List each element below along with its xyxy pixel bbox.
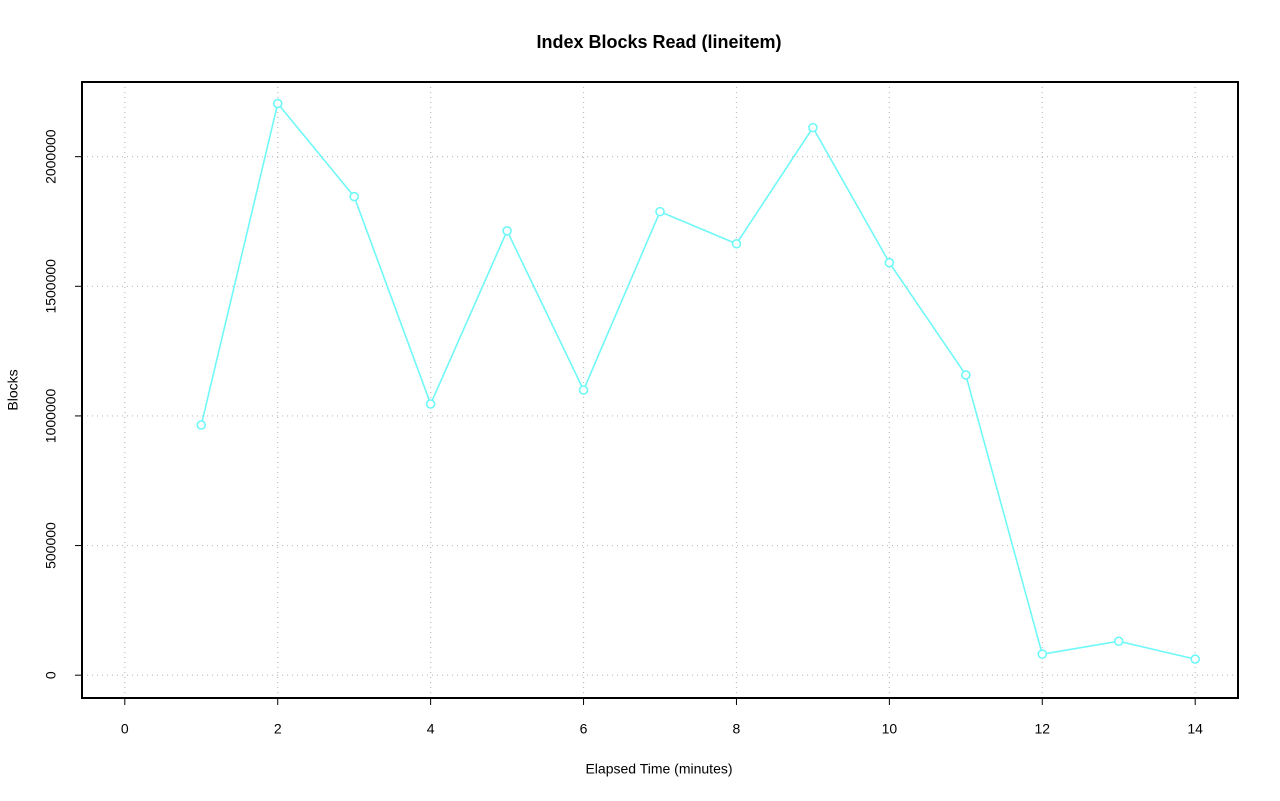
chart-title: Index Blocks Read (lineitem) bbox=[536, 32, 781, 52]
data-point bbox=[272, 98, 283, 109]
x-tick-label: 10 bbox=[882, 721, 898, 737]
y-tick-label: 0 bbox=[43, 671, 59, 679]
x-axis-label: Elapsed Time (minutes) bbox=[585, 761, 732, 777]
y-tick-label: 500000 bbox=[43, 522, 59, 569]
data-point bbox=[502, 226, 512, 236]
x-tick-label: 0 bbox=[121, 721, 129, 737]
y-tick-label: 1000000 bbox=[43, 388, 59, 443]
x-tick-label: 8 bbox=[733, 721, 741, 737]
data-point bbox=[1113, 636, 1124, 647]
x-tick-label: 14 bbox=[1187, 721, 1203, 737]
y-tick-label: 1500000 bbox=[43, 259, 59, 314]
x-tick-label: 2 bbox=[274, 721, 282, 737]
y-tick-label: 2000000 bbox=[43, 129, 59, 184]
x-tick-label: 6 bbox=[580, 721, 588, 737]
data-point bbox=[578, 385, 589, 395]
data-point bbox=[1037, 649, 1048, 659]
data-point bbox=[961, 370, 971, 380]
data-point bbox=[808, 122, 818, 133]
data-point bbox=[655, 206, 665, 217]
y-axis-label: Blocks bbox=[5, 369, 21, 410]
data-point bbox=[196, 420, 207, 430]
data-point bbox=[731, 238, 742, 249]
data-point bbox=[1190, 654, 1200, 664]
data-line bbox=[200, 101, 1196, 660]
plot-frame bbox=[81, 81, 1239, 699]
data-point bbox=[425, 399, 436, 409]
data-point bbox=[349, 191, 359, 202]
data-point bbox=[884, 257, 895, 268]
x-tick-label: 4 bbox=[427, 721, 435, 737]
x-tick-label: 12 bbox=[1034, 721, 1050, 737]
